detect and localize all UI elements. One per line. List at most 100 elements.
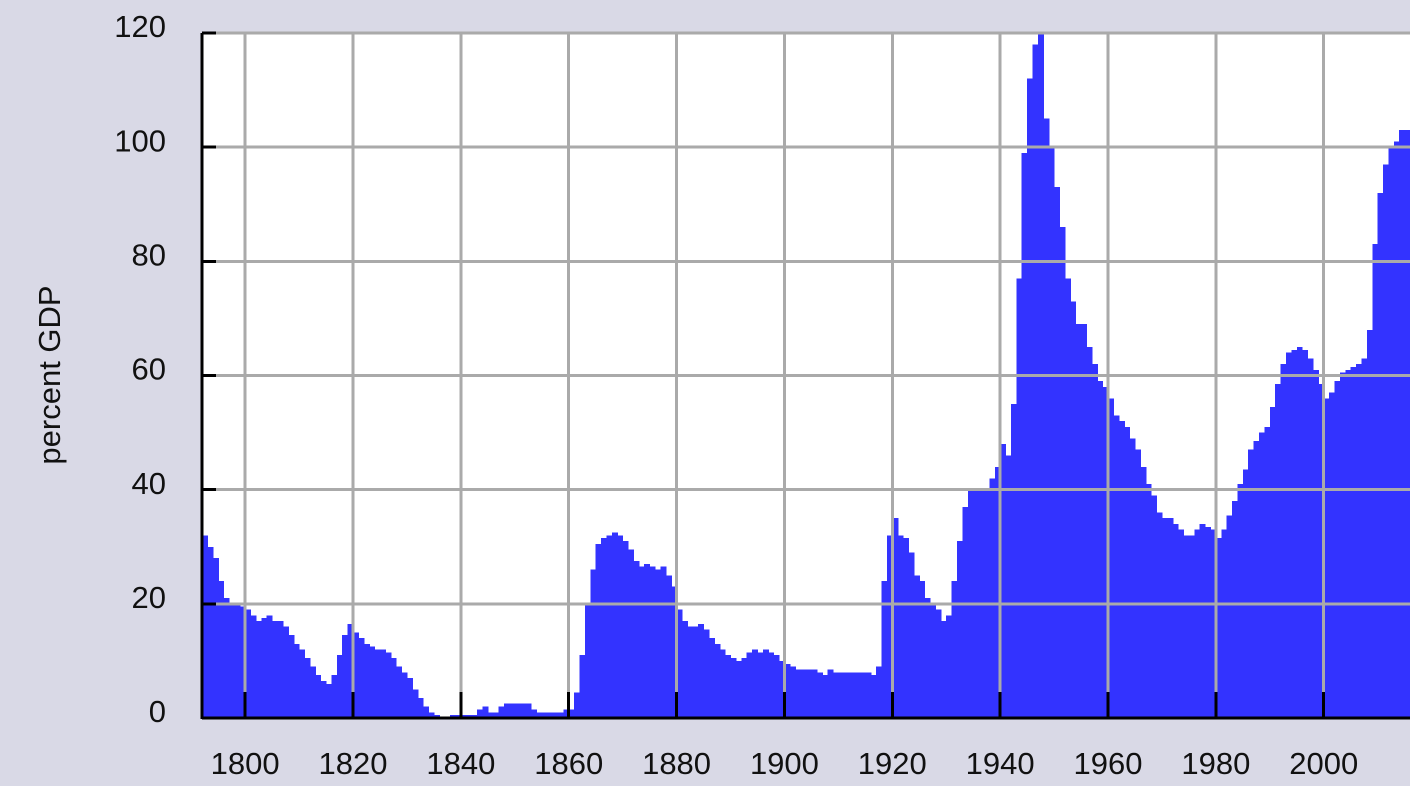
bar xyxy=(1399,130,1406,718)
bar xyxy=(493,712,500,718)
bar xyxy=(903,538,910,718)
bar xyxy=(326,683,333,718)
bar xyxy=(897,535,904,718)
bar xyxy=(870,675,877,718)
bar xyxy=(892,518,899,718)
x-tick-label: 1940 xyxy=(966,746,1035,781)
bar xyxy=(218,581,225,718)
bar xyxy=(1108,398,1114,718)
bar xyxy=(1334,381,1341,718)
bar xyxy=(1232,501,1239,718)
bar xyxy=(282,626,289,718)
y-tick-label: 80 xyxy=(132,238,166,273)
bar xyxy=(746,652,753,718)
bar xyxy=(498,706,505,718)
bar xyxy=(1054,187,1061,718)
bar xyxy=(1151,495,1158,718)
bar xyxy=(876,666,883,718)
bar xyxy=(1372,244,1379,719)
bar xyxy=(719,649,726,718)
bar xyxy=(304,658,311,718)
bar xyxy=(671,586,678,718)
bar xyxy=(1248,449,1255,718)
bar xyxy=(1183,535,1190,718)
bar xyxy=(708,638,715,718)
bar xyxy=(1285,352,1292,718)
x-tick-label: 1920 xyxy=(858,746,927,781)
bar xyxy=(606,535,613,718)
bar xyxy=(277,620,284,718)
bar xyxy=(1124,426,1131,718)
bar xyxy=(849,672,856,718)
bar xyxy=(633,561,640,718)
bar xyxy=(816,672,823,718)
bar xyxy=(1215,538,1222,718)
bar xyxy=(234,603,241,718)
bar xyxy=(946,615,953,718)
bar xyxy=(299,649,306,718)
bar xyxy=(412,689,419,718)
bar xyxy=(487,712,494,718)
bar xyxy=(1210,529,1217,718)
bar xyxy=(1005,455,1012,718)
bar xyxy=(832,672,839,718)
bar xyxy=(1302,349,1309,718)
bar xyxy=(913,575,920,718)
bar xyxy=(1199,523,1206,718)
bar xyxy=(1091,364,1098,718)
bar xyxy=(584,603,591,718)
bar xyxy=(1064,278,1071,718)
bar xyxy=(1070,301,1077,718)
bar xyxy=(1145,483,1152,718)
bar xyxy=(1318,384,1325,718)
bar xyxy=(1242,469,1249,718)
bar xyxy=(536,712,543,718)
bar xyxy=(1393,141,1400,719)
bar xyxy=(1134,449,1141,718)
bar xyxy=(1156,512,1163,718)
bar xyxy=(681,620,688,718)
bar xyxy=(1253,441,1260,718)
bar xyxy=(1377,192,1384,719)
bar xyxy=(250,615,257,718)
bar xyxy=(1312,369,1319,718)
bar xyxy=(417,698,424,718)
bar xyxy=(406,678,413,718)
bar xyxy=(1291,349,1298,718)
bar xyxy=(347,623,354,718)
y-axis-title: percent GDP xyxy=(32,285,67,464)
bar xyxy=(800,669,807,718)
bar xyxy=(1323,398,1330,718)
bar xyxy=(1259,432,1265,718)
bar xyxy=(757,652,764,718)
bar xyxy=(1350,366,1357,718)
bar xyxy=(574,692,581,718)
bar xyxy=(779,660,786,718)
bar xyxy=(1264,426,1271,718)
y-tick-label: 20 xyxy=(132,580,166,615)
bar xyxy=(1102,386,1109,718)
y-tick-label: 120 xyxy=(114,9,166,44)
bar xyxy=(1048,147,1055,718)
bar xyxy=(768,652,775,718)
bar xyxy=(1194,529,1201,718)
bar xyxy=(1086,346,1093,718)
bar xyxy=(1345,369,1352,718)
bar xyxy=(525,703,532,718)
bar xyxy=(703,629,710,718)
bar xyxy=(762,649,769,718)
bar xyxy=(806,669,812,718)
bar xyxy=(520,703,527,718)
bar xyxy=(207,546,214,718)
bar xyxy=(628,549,635,718)
bar xyxy=(320,680,327,718)
bar xyxy=(843,672,850,718)
bar xyxy=(881,581,888,718)
x-tick-label: 2000 xyxy=(1289,746,1358,781)
bar xyxy=(1161,518,1168,718)
bar xyxy=(1027,78,1034,718)
bar xyxy=(1118,421,1125,718)
bar xyxy=(595,543,602,718)
bar xyxy=(228,603,235,718)
